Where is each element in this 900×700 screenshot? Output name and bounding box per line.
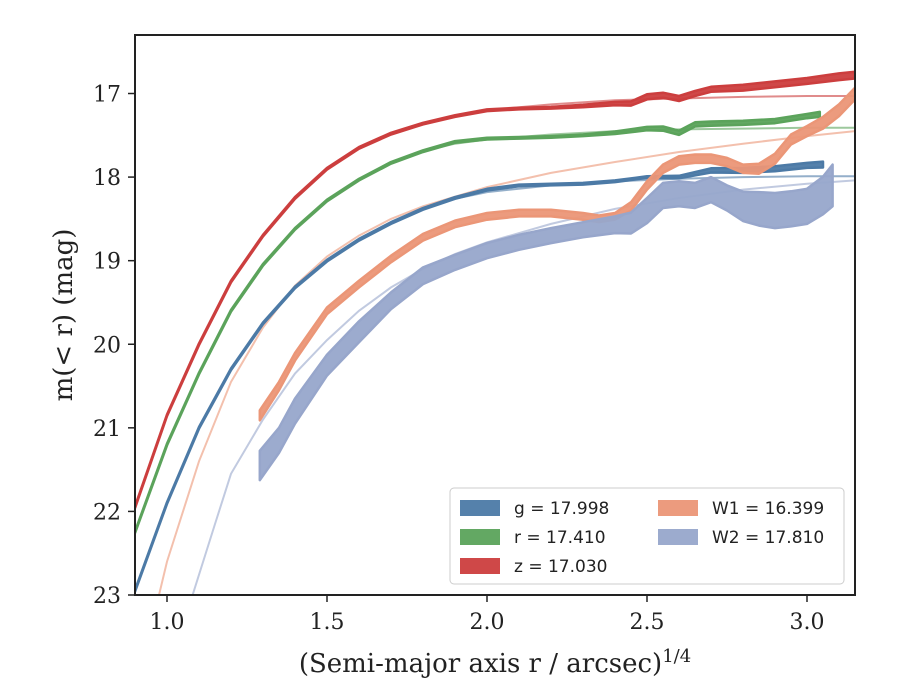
legend-swatch-w1-16-399 — [658, 500, 698, 516]
x-tick-label: 2.5 — [630, 610, 665, 635]
y-axis: 17 18 19 20 21 22 23 — [93, 83, 135, 609]
legend-label-w1-16-399: W1 = 16.399 — [712, 499, 824, 519]
observed-band-g-17-998 — [135, 160, 825, 593]
x-axis-label: (Semi-major axis r / arcsec)1/4 — [299, 646, 691, 679]
observed-band-w1-16-399 — [258, 86, 855, 422]
model-line-w1-16-399 — [157, 130, 855, 595]
legend-swatch-w2-17-810 — [658, 529, 698, 545]
observed-band-z-17-030 — [135, 70, 855, 510]
plot-frame — [134, 34, 856, 596]
legend-label-g-17-998: g = 17.998 — [514, 499, 609, 519]
legend-swatch-g-17-998 — [460, 500, 500, 516]
observed-band-w2-17-810 — [258, 163, 834, 482]
y-tick-label: 18 — [93, 166, 121, 191]
x-tick-label: 3.0 — [790, 610, 825, 635]
legend-swatch-z-17-030 — [460, 558, 500, 574]
x-tick-label: 1.0 — [150, 610, 185, 635]
x-tick-label: 1.5 — [310, 610, 345, 635]
y-tick-label: 22 — [93, 500, 121, 525]
y-tick-label: 21 — [93, 417, 121, 442]
x-axis-label-superscript: 1/4 — [662, 646, 691, 667]
y-axis-label: m(< r) (mag) — [49, 229, 79, 402]
y-tick-label: 19 — [93, 250, 121, 275]
legend-label-r-17-410: r = 17.410 — [514, 528, 606, 548]
plot-area — [135, 70, 855, 595]
x-axis-label-text: (Semi-major axis r / arcsec) — [299, 649, 662, 679]
legend-label-w2-17-810: W2 = 17.810 — [712, 528, 824, 548]
x-axis: 1.0 1.5 2.0 2.5 3.0 — [150, 595, 825, 635]
y-tick-label: 23 — [93, 584, 121, 609]
x-tick-label: 2.0 — [470, 610, 505, 635]
legend: g = 17.998 r = 17.410 z = 17.030 W1 = 16.39… — [449, 487, 845, 585]
legend-label-z-17-030: z = 17.030 — [514, 557, 607, 577]
y-tick-label: 17 — [93, 83, 121, 108]
legend-swatch-r-17-410 — [460, 529, 500, 545]
observed-band-r-17-410 — [135, 110, 822, 535]
legend-box — [449, 487, 845, 585]
y-tick-label: 20 — [93, 333, 121, 358]
